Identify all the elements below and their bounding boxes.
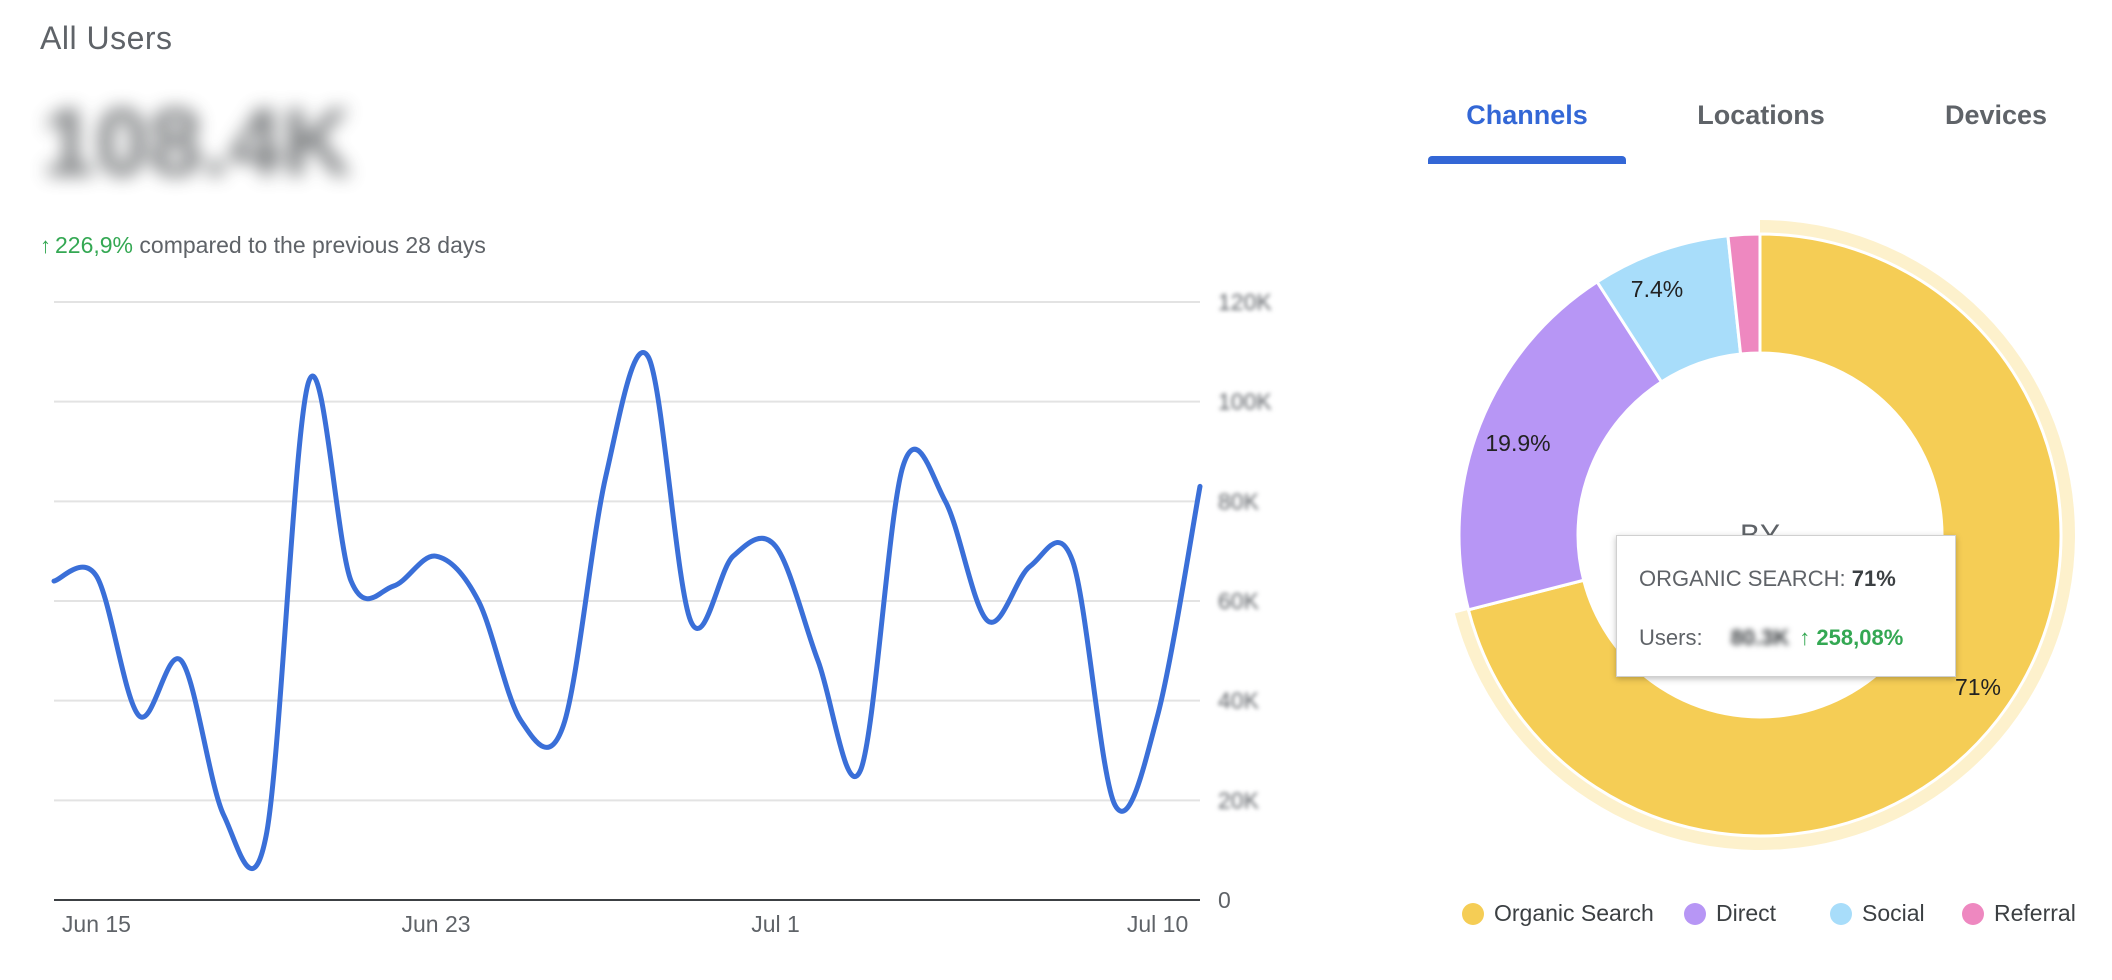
legend-label: Referral	[1994, 900, 2076, 926]
y-tick-label: 20K	[1218, 787, 1260, 813]
compare-text: compared to the previous 28 days	[139, 232, 486, 258]
x-tick-label: Jul 1	[751, 911, 800, 937]
breakdown-tabs: Channels Locations Devices	[1428, 100, 2112, 170]
legend-item-direct[interactable]: Direct	[1684, 900, 1776, 927]
x-tick-label: Jul 10	[1127, 911, 1188, 937]
tooltip-percent: 71%	[1851, 566, 1896, 591]
y-tick-label: 40K	[1218, 688, 1260, 714]
change-percent: 226,9%	[55, 232, 134, 258]
slice-label: 7.4%	[1631, 276, 1683, 302]
legend-swatch	[1962, 903, 1984, 925]
series-line-users	[51, 350, 1203, 872]
channels-donut-chart: 71%19.9%7.4%BY	[1454, 220, 2075, 850]
x-tick-label: Jun 15	[62, 911, 131, 937]
y-tick-label: 100K	[1218, 389, 1272, 415]
tooltip-channel: ORGANIC SEARCH:	[1639, 566, 1846, 591]
tooltip-users-label: Users:	[1639, 625, 1703, 650]
tooltip-change: ↑ 258,08%	[1799, 625, 1903, 650]
slice-direct	[1457, 279, 1664, 612]
tooltip-title: ORGANIC SEARCH: 71%	[1639, 566, 1896, 592]
arrow-up-icon: ↑	[40, 233, 51, 258]
y-tick-label: 120K	[1218, 289, 1272, 315]
x-tick-label: Jun 23	[401, 911, 470, 937]
page-title: All Users	[40, 20, 173, 56]
legend-item-organic-search[interactable]: Organic Search	[1462, 900, 1654, 927]
slice-referral	[1726, 232, 1762, 356]
tooltip-users-row: Users: 80.3K ↑ 258,08%	[1639, 625, 1903, 651]
legend-label: Direct	[1716, 900, 1777, 926]
legend-swatch	[1684, 903, 1706, 925]
legend-item-social[interactable]: Social	[1830, 900, 1925, 927]
total-users-value: 108.4K	[42, 89, 352, 196]
tooltip-change-value: 258,08%	[1816, 625, 1904, 650]
legend-swatch	[1830, 903, 1852, 925]
tab-locations[interactable]: Locations	[1697, 100, 1825, 130]
active-tab-indicator	[1428, 156, 1626, 164]
legend-label: Organic Search	[1494, 900, 1654, 926]
chart-tooltip: ORGANIC SEARCH: 71% Users: 80.3K ↑ 258,08%	[1616, 535, 1956, 677]
tab-devices[interactable]: Devices	[1944, 100, 2048, 130]
slice-label: 71%	[1955, 674, 2001, 700]
legend-label: Social	[1862, 900, 1925, 926]
y-tick-label: 0	[1218, 887, 1231, 913]
tab-channels[interactable]: Channels	[1466, 100, 1588, 130]
comparison-summary: ↑ 226,9% compared to the previous 28 days	[40, 232, 486, 259]
legend-item-referral[interactable]: Referral	[1962, 900, 2076, 927]
y-tick-label: 80K	[1218, 488, 1260, 514]
y-tick-label: 60K	[1218, 588, 1260, 614]
slice-label: 19.9%	[1485, 430, 1550, 456]
users-line-chart: 0 20K 40K 60K 80K 100K 120K Jun 15 Jun 23 Jul 1 Ju…	[51, 289, 1272, 937]
legend-swatch	[1462, 903, 1484, 925]
tooltip-users-value: 80.3K	[1730, 625, 1790, 650]
arrow-up-icon: ↑	[1799, 625, 1817, 650]
